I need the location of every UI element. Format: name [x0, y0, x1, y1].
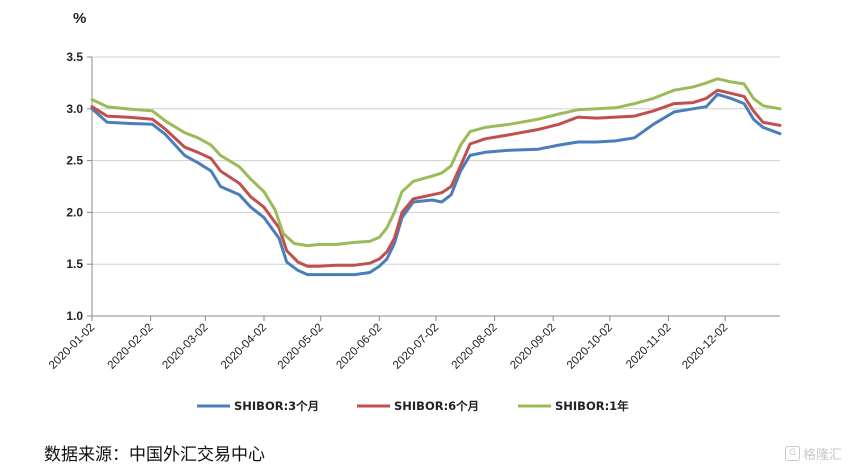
series-line-2	[90, 88, 782, 268]
x-tick-label: 2020-02-02	[106, 322, 156, 372]
y-axis: 1.0 1.5 2.0 2.5 3.0 3.5	[66, 50, 93, 323]
watermark: G 格隆汇	[784, 444, 842, 463]
y-tick-label: 2.5	[66, 154, 83, 168]
legend: SHIBOR:3个月 SHIBOR:6个月 SHIBOR:1年	[197, 399, 629, 413]
x-tick-label: 2020-05-02	[276, 322, 326, 372]
x-tick-label: 2020-10-02	[565, 322, 615, 372]
brand-logo-icon: G	[784, 446, 800, 461]
series-lines	[90, 77, 782, 277]
x-tick-label: 2020-04-02	[219, 322, 269, 372]
gridlines	[92, 56, 780, 317]
x-axis: 2020-01-02 2020-02-02 2020-03-02 2020-04-02…	[47, 315, 780, 372]
x-tick-label: 2020-07-02	[391, 322, 441, 372]
source-note: 数据来源：中国外汇交易中心	[44, 445, 265, 465]
x-tick-label: 2020-09-02	[508, 322, 558, 372]
legend-label: SHIBOR:6个月	[394, 399, 479, 413]
legend-label: SHIBOR:1年	[555, 399, 629, 413]
x-tick-label: 2020-12-02	[680, 322, 730, 372]
y-tick-label: 3.5	[66, 50, 83, 64]
line-chart: 1.01.52.02.53.03.5 2020-01-02 2020-02-02 2…	[47, 10, 782, 413]
x-tick-label: 2020-11-02	[624, 322, 673, 371]
x-tick-label: 2020-06-02	[334, 322, 384, 372]
x-tick-label: 2020-01-02	[47, 322, 97, 372]
series-line-3	[90, 77, 782, 248]
y-tick-label: 1.5	[66, 257, 83, 271]
x-tick-label: 2020-08-02	[450, 322, 500, 372]
watermark-text: 格隆汇	[802, 448, 842, 463]
y-tick-label: 1.0	[66, 309, 83, 323]
y-tick-label: 2.0	[66, 205, 83, 219]
x-tick-label: 2020-03-02	[160, 322, 210, 372]
series-line-1	[90, 92, 782, 277]
y-tick-label: 3.0	[66, 102, 83, 116]
unit-label: %	[73, 10, 86, 27]
legend-label: SHIBOR:3个月	[234, 399, 319, 413]
